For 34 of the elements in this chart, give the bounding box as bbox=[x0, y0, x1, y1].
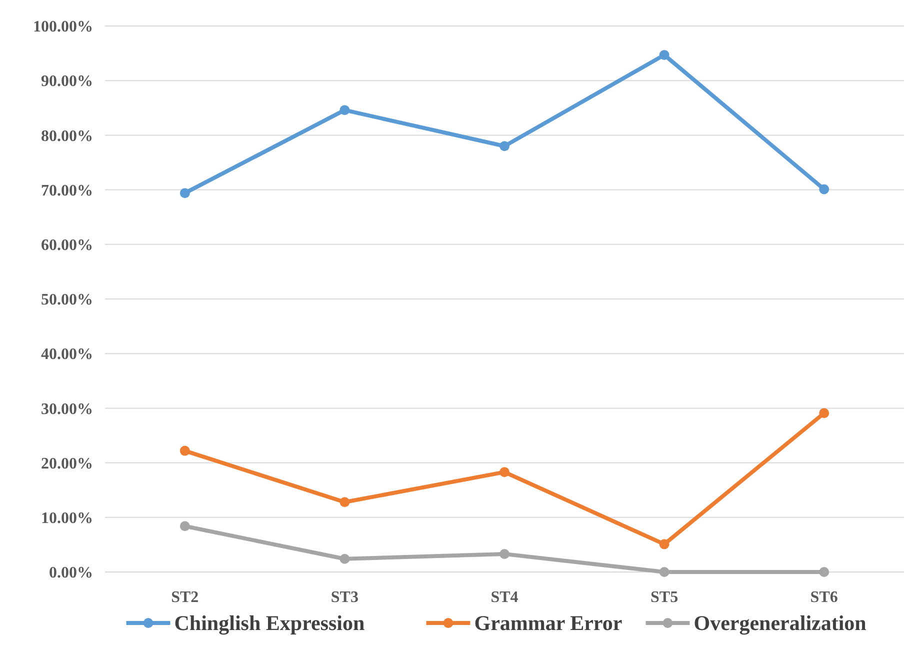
x-tick-label: ST5 bbox=[650, 589, 678, 606]
x-tick-label: ST3 bbox=[330, 589, 358, 606]
point bbox=[500, 141, 510, 152]
legend-label: Grammar Error bbox=[474, 611, 622, 635]
y-tick-label: 70.00% bbox=[41, 182, 93, 200]
y-tick-label: 100.00% bbox=[33, 18, 93, 36]
point bbox=[180, 446, 190, 456]
point bbox=[340, 554, 350, 564]
point bbox=[819, 184, 830, 194]
y-tick-label: 80.00% bbox=[41, 128, 93, 145]
legend-label: Chinglish Expression bbox=[174, 611, 366, 635]
x-tick-label: ST2 bbox=[171, 589, 199, 606]
y-tick-label: 60.00% bbox=[41, 237, 93, 254]
y-tick-label: 50.00% bbox=[41, 292, 93, 309]
y-tick-label: 90.00% bbox=[41, 73, 93, 90]
point bbox=[180, 521, 190, 532]
point bbox=[500, 467, 510, 478]
legend-label: Overgeneralization bbox=[694, 611, 867, 635]
point bbox=[500, 548, 510, 559]
point bbox=[659, 50, 670, 60]
point bbox=[340, 105, 350, 116]
y-tick-label: 20.00% bbox=[41, 455, 93, 472]
x-tick-label: ST6 bbox=[810, 589, 838, 606]
point bbox=[180, 188, 190, 198]
y-tick-label: 0.00% bbox=[49, 564, 93, 582]
point bbox=[659, 567, 670, 577]
point bbox=[819, 408, 830, 418]
y-tick-label: 40.00% bbox=[41, 346, 93, 364]
point bbox=[340, 497, 350, 508]
y-tick-label: 30.00% bbox=[41, 400, 93, 418]
point bbox=[819, 567, 830, 577]
y-tick-label: 10.00% bbox=[41, 510, 93, 527]
x-tick-label: ST4 bbox=[490, 589, 518, 606]
point bbox=[659, 539, 670, 550]
